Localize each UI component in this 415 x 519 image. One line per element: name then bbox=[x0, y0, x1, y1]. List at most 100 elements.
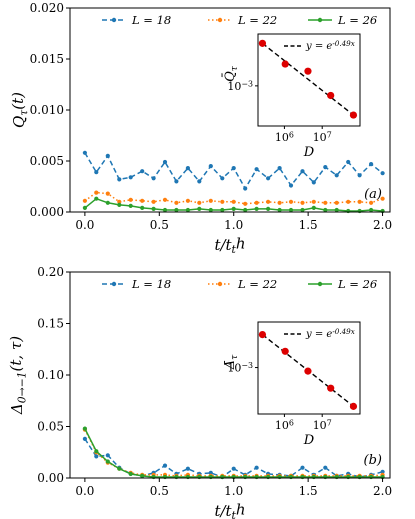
data-point bbox=[346, 199, 351, 204]
data-point bbox=[174, 179, 179, 184]
data-point bbox=[311, 199, 316, 204]
legend-label: L = 18 bbox=[131, 277, 171, 291]
data-point bbox=[288, 199, 294, 204]
inset-y-tick-label: 10−3 bbox=[227, 361, 253, 375]
data-point bbox=[174, 200, 179, 205]
data-point bbox=[105, 200, 110, 205]
data-point bbox=[243, 201, 248, 206]
inset-plot: 106 107 10−3 D Δ̄τ y = e-0.49x bbox=[223, 321, 361, 448]
data-point bbox=[94, 196, 99, 201]
data-point bbox=[323, 165, 328, 170]
data-point bbox=[357, 173, 362, 178]
data-point bbox=[380, 171, 385, 176]
legend-label: L = 22 bbox=[237, 13, 277, 27]
data-point bbox=[300, 207, 305, 213]
inset-y-label: Δ̄τ bbox=[223, 354, 240, 370]
data-point bbox=[82, 436, 87, 441]
y-tick-label: 0.015 bbox=[30, 52, 64, 66]
data-point bbox=[357, 199, 362, 204]
inset-point bbox=[258, 39, 267, 47]
data-point bbox=[323, 465, 328, 470]
data-point bbox=[266, 199, 271, 204]
data-point bbox=[162, 207, 168, 213]
data-point bbox=[323, 200, 328, 205]
legend-marker bbox=[111, 281, 117, 287]
inset-x-label: D bbox=[303, 433, 315, 448]
data-point bbox=[128, 471, 133, 476]
data-point bbox=[105, 453, 110, 458]
data-point bbox=[105, 191, 110, 196]
data-point bbox=[231, 166, 236, 171]
inset-fit-line bbox=[262, 42, 354, 116]
legend-marker bbox=[317, 17, 323, 23]
data-point bbox=[105, 153, 110, 158]
data-point bbox=[220, 199, 225, 204]
data-point bbox=[277, 200, 282, 205]
data-point bbox=[288, 183, 294, 188]
data-point bbox=[128, 175, 133, 180]
x-tick-label: 1.0 bbox=[224, 218, 243, 232]
data-point bbox=[197, 206, 202, 211]
inset-point bbox=[327, 91, 335, 100]
data-point bbox=[94, 449, 99, 454]
data-point bbox=[140, 473, 145, 478]
y-axis-label: Δ0→−1(t, τ) bbox=[7, 336, 29, 415]
data-point bbox=[254, 465, 259, 470]
data-point bbox=[254, 206, 259, 211]
data-point bbox=[105, 459, 110, 464]
inset-x-tick-label: 106 bbox=[275, 418, 294, 432]
inset-x-tick-label: 106 bbox=[275, 130, 294, 144]
y-tick-label: 0.00 bbox=[37, 471, 64, 485]
data-point bbox=[208, 198, 213, 203]
data-point bbox=[185, 198, 190, 203]
data-point bbox=[140, 205, 145, 210]
x-tick-label: 1.5 bbox=[299, 484, 318, 498]
data-point bbox=[334, 200, 339, 205]
y-tick-label: 0.020 bbox=[30, 1, 64, 15]
y-tick-label: 0.10 bbox=[37, 368, 64, 382]
data-point bbox=[369, 162, 374, 167]
data-point bbox=[243, 207, 248, 213]
data-point bbox=[162, 159, 168, 165]
x-axis-label: t/tth bbox=[214, 501, 245, 519]
y-tick-label: 0.20 bbox=[37, 265, 64, 279]
data-point bbox=[140, 198, 145, 203]
y-axis-label: Qτ(t) bbox=[9, 92, 31, 128]
data-point bbox=[174, 207, 179, 213]
inset-plot: 106 107 10−3 D Q̄τ y = e-0.49x bbox=[222, 33, 361, 160]
data-point bbox=[185, 207, 190, 213]
data-point bbox=[128, 203, 133, 208]
data-point bbox=[140, 169, 145, 174]
data-point bbox=[117, 202, 122, 207]
panel-a: 0.0 0.5 1.0 1.5 2.0 0.000 0.005 0.010 0.015 0.020… bbox=[9, 1, 392, 256]
data-point bbox=[185, 166, 190, 171]
y-tick-label: 0.000 bbox=[30, 205, 64, 219]
data-point bbox=[288, 207, 294, 213]
data-point bbox=[254, 200, 259, 205]
data-point bbox=[369, 200, 374, 205]
data-point bbox=[208, 164, 213, 169]
data-point bbox=[380, 469, 385, 474]
y-tick-label: 0.010 bbox=[30, 103, 64, 117]
data-point bbox=[94, 190, 99, 195]
panel-label: (b) bbox=[364, 453, 382, 468]
x-axis-label: t/tth bbox=[214, 235, 245, 256]
inset-point bbox=[349, 111, 358, 119]
x-tick-label: 1.0 bbox=[224, 484, 243, 498]
legend-marker bbox=[317, 281, 323, 287]
inset-legend-label: y = e-0.49x bbox=[305, 327, 355, 340]
data-point bbox=[162, 463, 168, 468]
data-point bbox=[380, 196, 385, 201]
data-point bbox=[82, 205, 87, 210]
data-point bbox=[208, 470, 213, 475]
inset-y-tick-label: 10−3 bbox=[227, 79, 253, 93]
data-point bbox=[220, 176, 225, 181]
legend-label: L = 26 bbox=[337, 277, 377, 291]
inset-point bbox=[349, 402, 358, 410]
data-point bbox=[128, 197, 133, 202]
inset-point bbox=[258, 331, 267, 339]
x-tick-label: 2.0 bbox=[373, 218, 392, 232]
data-point bbox=[277, 207, 282, 213]
inset-point bbox=[281, 347, 289, 355]
data-point bbox=[300, 200, 305, 205]
